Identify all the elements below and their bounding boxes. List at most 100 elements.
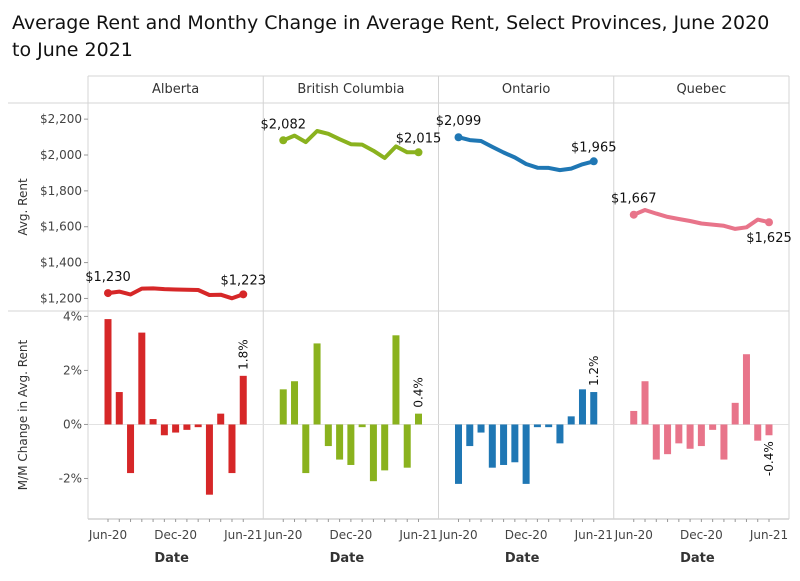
- change-bar: [279, 389, 287, 425]
- y-axis-title-change: M/M Change in Avg. Rent: [16, 339, 30, 490]
- change-bar: [183, 424, 191, 430]
- change-bar: [720, 424, 728, 460]
- rent-point-first: [629, 210, 638, 219]
- y-tick-label: $2,200: [40, 112, 82, 126]
- change-bar: [381, 424, 389, 471]
- panel-header-3: Quebec: [676, 82, 726, 97]
- x-tick-label: Jun-20: [438, 528, 477, 542]
- change-bar: [709, 424, 717, 430]
- x-tick-label: Jun-20: [263, 528, 302, 542]
- x-tick-label: Dec-20: [329, 528, 372, 542]
- panel-header-0: Alberta: [152, 82, 199, 97]
- change-bar: [172, 424, 180, 433]
- change-bar: [578, 389, 586, 425]
- change-bar: [765, 424, 773, 436]
- y-tick-label: $1,800: [40, 184, 82, 198]
- change-bar: [138, 332, 146, 425]
- change-bar: [556, 424, 564, 444]
- rent-label-last: $1,625: [746, 231, 792, 246]
- change-bar: [127, 424, 135, 474]
- change-bar: [675, 424, 683, 444]
- rent-point-last: [765, 218, 773, 227]
- change-label: 0.4%: [412, 377, 426, 408]
- rent-line-3: [631, 208, 771, 231]
- rent-line-2: [456, 135, 596, 173]
- change-bar: [205, 424, 213, 495]
- rent-point-last: [239, 290, 248, 299]
- y-tick-label: $1,200: [40, 291, 82, 305]
- x-tick-label: Jun-20: [614, 528, 653, 542]
- x-axis-title: Date: [154, 551, 189, 566]
- x-tick-label: Jun-20: [88, 528, 127, 542]
- y-axis-title-rent: Avg. Rent: [16, 178, 30, 236]
- x-tick-label: Jun-21: [574, 528, 613, 542]
- x-tick-label: Jun-21: [223, 528, 262, 542]
- change-bar: [415, 413, 422, 425]
- change-bar: [302, 424, 310, 474]
- rent-point-last: [589, 157, 598, 166]
- x-tick-label: Dec-20: [505, 528, 548, 542]
- change-bar: [652, 424, 660, 460]
- change-bar: [686, 424, 694, 449]
- change-bar: [590, 392, 598, 425]
- rent-label-last: $2,015: [396, 131, 442, 146]
- change-bar: [533, 424, 541, 428]
- x-tick-label: Dec-20: [154, 528, 197, 542]
- rent-label-last: $1,965: [571, 140, 617, 155]
- x-tick-label: Jun-21: [749, 528, 788, 542]
- change-bar: [104, 319, 112, 425]
- x-axis-title: Date: [680, 551, 715, 566]
- change-bar: [392, 335, 400, 425]
- change-bar: [488, 424, 496, 468]
- rent-label-first: $1,230: [85, 270, 131, 285]
- change-bar: [466, 424, 474, 447]
- rent-label-last: $1,223: [221, 273, 267, 288]
- x-axis-title: Date: [505, 551, 540, 566]
- y-tick-label: -2%: [59, 471, 82, 485]
- change-bar: [567, 416, 575, 425]
- rent-line-0: [106, 286, 246, 301]
- change-bar: [731, 402, 739, 425]
- rent-point-first: [104, 289, 112, 298]
- rent-point-first: [279, 136, 288, 145]
- y-tick-label: $1,400: [40, 256, 82, 270]
- rent-point-last: [414, 148, 423, 157]
- y-tick-label: 4%: [63, 309, 82, 323]
- change-bar: [358, 424, 366, 428]
- change-bar: [477, 424, 485, 433]
- change-bar: [455, 424, 462, 484]
- change-bar: [403, 424, 411, 468]
- chart-title: Average Rent and Monthy Change in Averag…: [12, 12, 770, 61]
- change-bar: [160, 424, 168, 436]
- change-bar: [545, 424, 553, 428]
- change-bar: [664, 424, 672, 455]
- change-bar: [313, 343, 321, 425]
- change-bar: [754, 424, 762, 441]
- y-tick-label: 2%: [63, 363, 82, 377]
- panel-header-2: Ontario: [502, 82, 550, 97]
- change-bar: [511, 424, 519, 463]
- rent-point-first: [454, 133, 463, 142]
- change-label: -0.4%: [762, 441, 776, 476]
- change-bar: [324, 424, 332, 447]
- rent-label-first: $1,667: [611, 192, 657, 207]
- change-bar: [115, 392, 123, 425]
- change-bar: [522, 424, 530, 484]
- x-tick-label: Jun-21: [398, 528, 437, 542]
- change-bar: [697, 424, 705, 447]
- change-bar: [228, 424, 236, 474]
- change-label: 1.8%: [236, 339, 250, 370]
- panel-header-1: British Columbia: [297, 82, 404, 97]
- rent-label-first: $2,082: [261, 117, 307, 132]
- x-axis-title: Date: [330, 551, 365, 566]
- change-bar: [630, 410, 638, 425]
- change-label: 1.2%: [587, 356, 601, 387]
- change-bar: [641, 381, 649, 425]
- change-bar: [336, 424, 344, 460]
- change-bar: [239, 375, 247, 425]
- change-bar: [742, 354, 750, 425]
- y-tick-label: $1,600: [40, 220, 82, 234]
- change-bar: [369, 424, 377, 482]
- y-tick-label: 0%: [63, 417, 82, 431]
